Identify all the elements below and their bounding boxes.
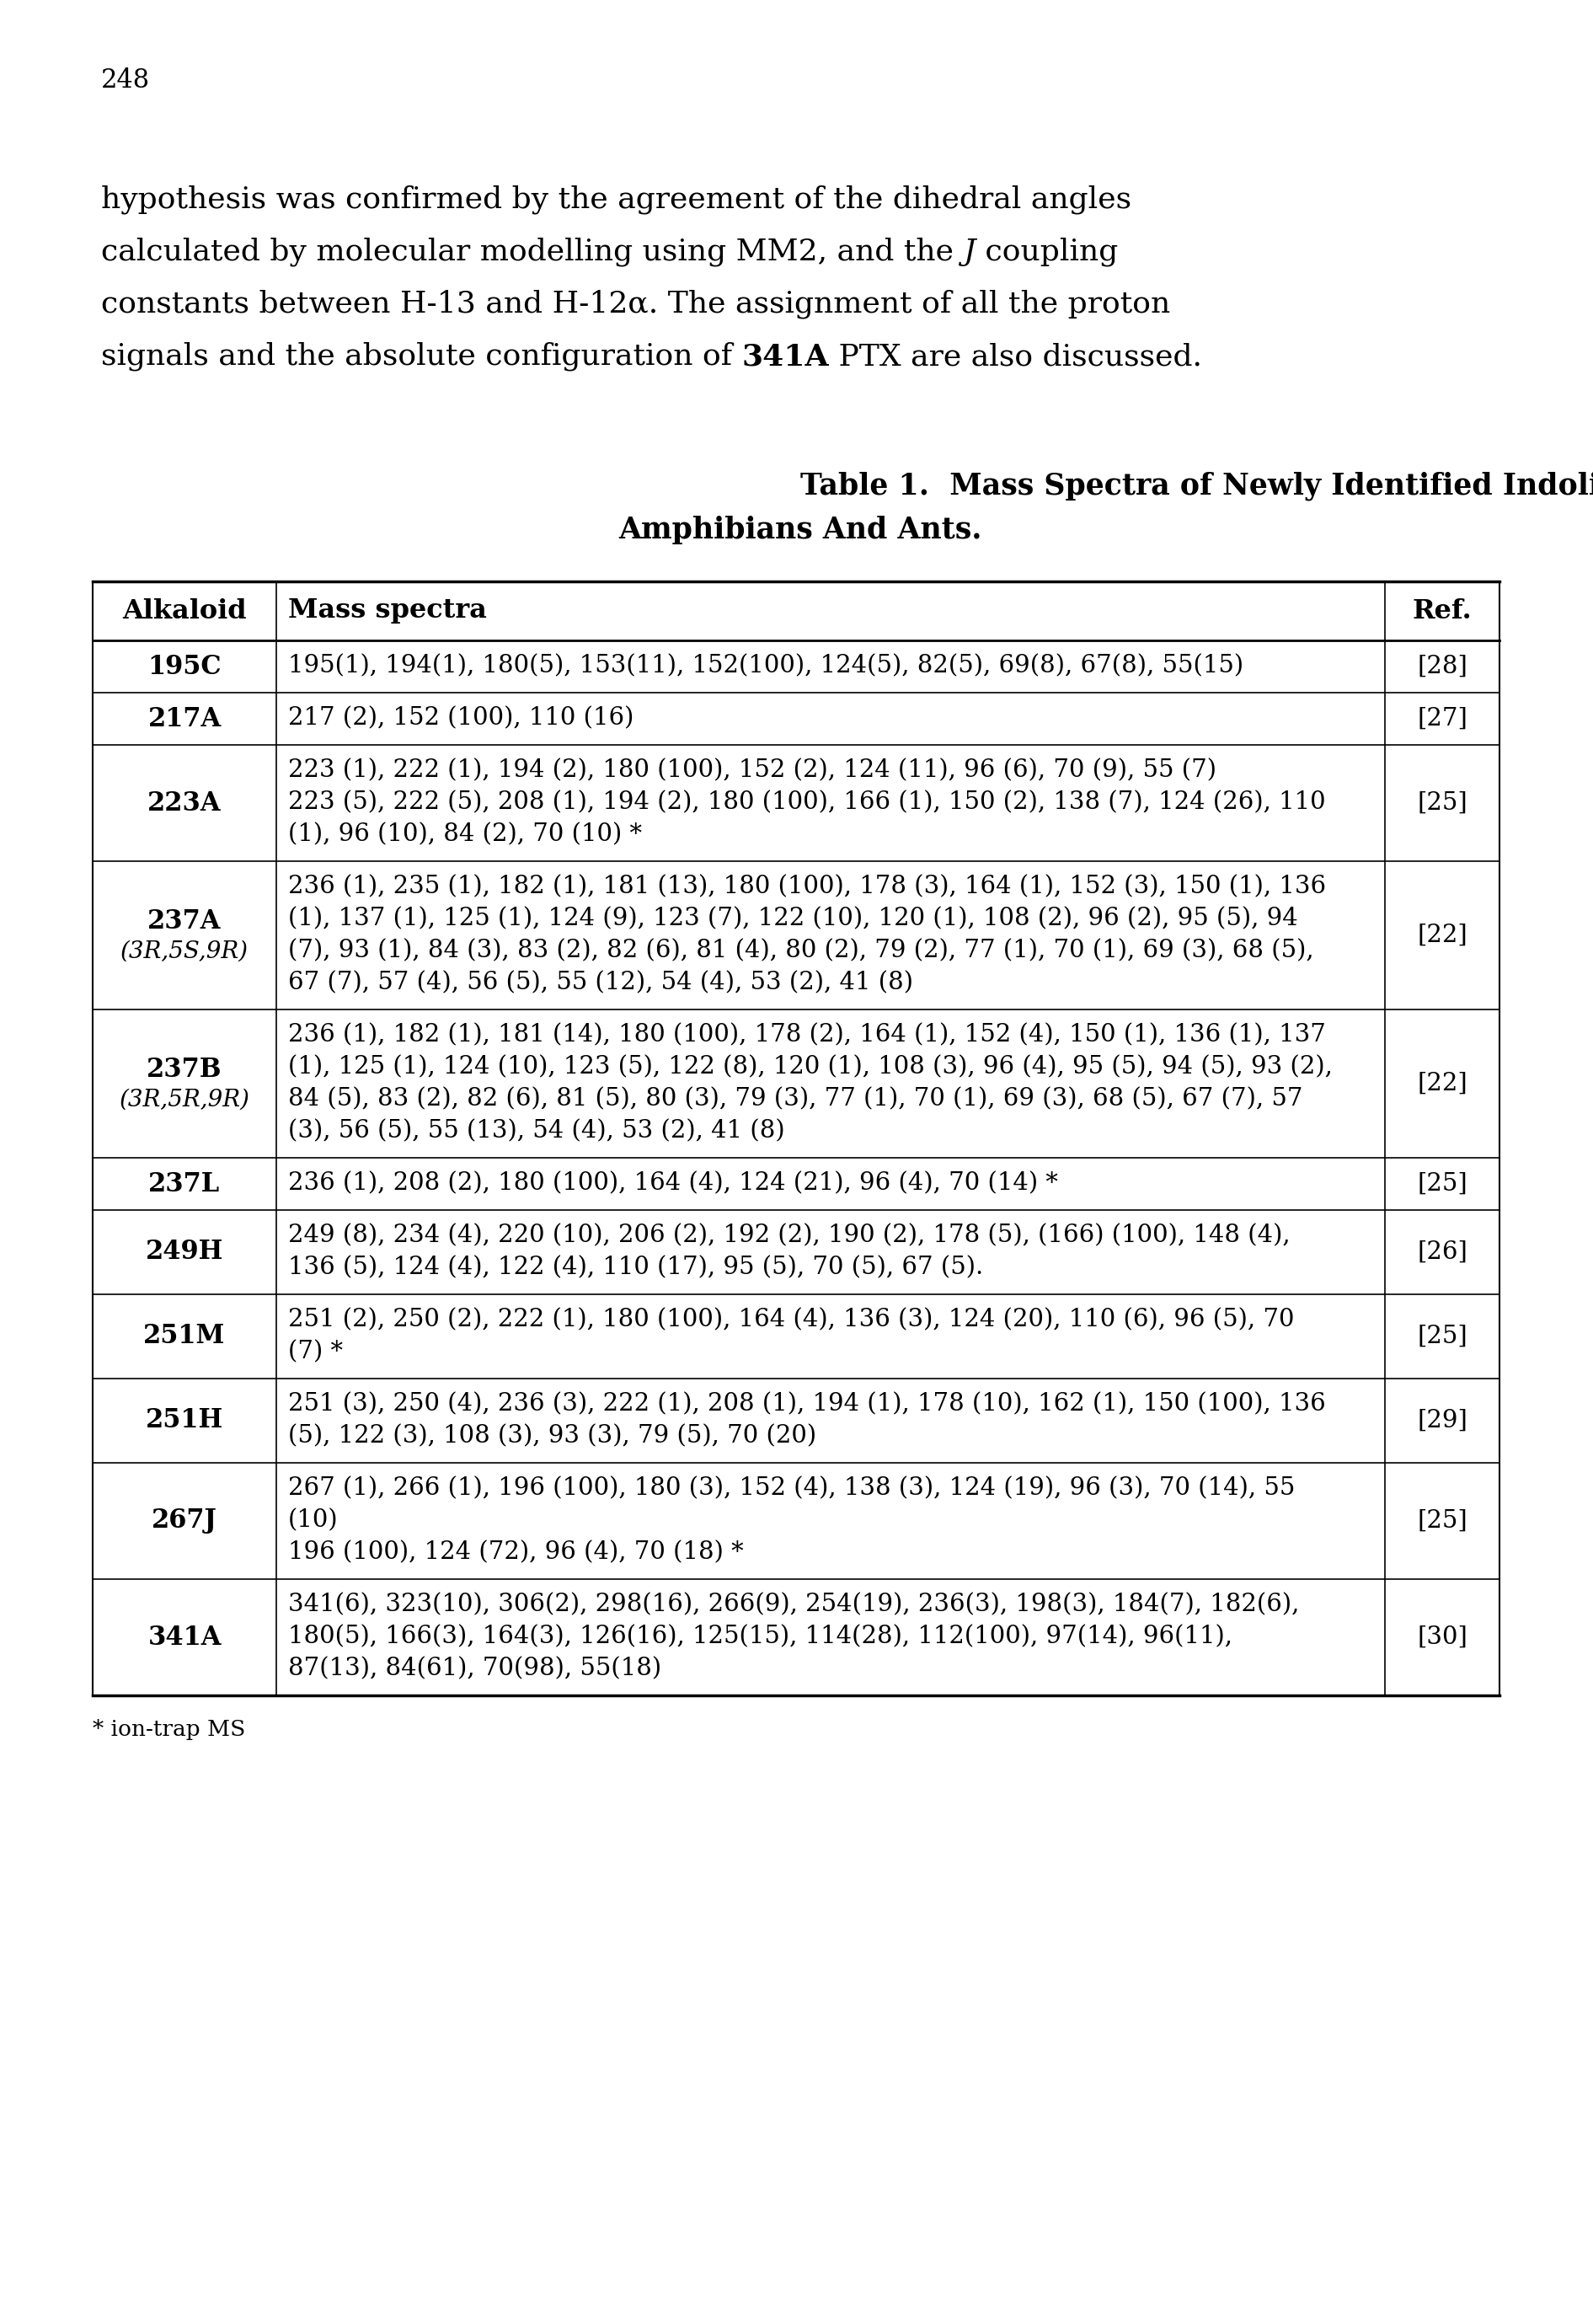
Text: 236 (1), 208 (2), 180 (100), 164 (4), 124 (21), 96 (4), 70 (14) *: 236 (1), 208 (2), 180 (100), 164 (4), 12… [288, 1171, 1058, 1195]
Text: [30]: [30] [1418, 1624, 1467, 1650]
Text: 249H: 249H [145, 1239, 223, 1264]
Text: (5), 122 (3), 108 (3), 93 (3), 79 (5), 70 (20): (5), 122 (3), 108 (3), 93 (3), 79 (5), 7… [288, 1425, 816, 1448]
Text: Table 1.  Mass Spectra of Newly Identified Indolizidine and Quinolizidine Alkalo: Table 1. Mass Spectra of Newly Identifie… [800, 472, 1593, 502]
Text: 87(13), 84(61), 70(98), 55(18): 87(13), 84(61), 70(98), 55(18) [288, 1657, 661, 1680]
Text: Amphibians And Ants.: Amphibians And Ants. [618, 516, 981, 544]
Text: J: J [964, 237, 975, 267]
Text: 237L: 237L [148, 1171, 220, 1197]
Text: 136 (5), 124 (4), 122 (4), 110 (17), 95 (5), 70 (5), 67 (5).: 136 (5), 124 (4), 122 (4), 110 (17), 95 … [288, 1255, 983, 1278]
Text: hypothesis was confirmed by the agreement of the dihedral angles: hypothesis was confirmed by the agreemen… [100, 186, 1131, 214]
Text: 251M: 251M [143, 1322, 226, 1350]
Text: calculated by molecular modelling using MM2, and the: calculated by molecular modelling using … [100, 237, 964, 267]
Text: 236 (1), 182 (1), 181 (14), 180 (100), 178 (2), 164 (1), 152 (4), 150 (1), 136 (: 236 (1), 182 (1), 181 (14), 180 (100), 1… [288, 1023, 1325, 1046]
Text: [25]: [25] [1418, 1325, 1467, 1348]
Text: Ref.: Ref. [1413, 597, 1472, 623]
Text: constants between H-13 and H-12α. The assignment of all the proton: constants between H-13 and H-12α. The as… [100, 290, 1171, 318]
Text: [25]: [25] [1418, 790, 1467, 816]
Text: Mass spectra: Mass spectra [288, 597, 487, 623]
Text: [27]: [27] [1418, 706, 1467, 730]
Text: 217 (2), 152 (100), 110 (16): 217 (2), 152 (100), 110 (16) [288, 706, 634, 730]
Text: 196 (100), 124 (72), 96 (4), 70 (18) *: 196 (100), 124 (72), 96 (4), 70 (18) * [288, 1541, 744, 1564]
Text: 248: 248 [100, 67, 150, 93]
Text: (3R,5S,9R): (3R,5S,9R) [121, 941, 249, 962]
Text: 251 (3), 250 (4), 236 (3), 222 (1), 208 (1), 194 (1), 178 (10), 162 (1), 150 (10: 251 (3), 250 (4), 236 (3), 222 (1), 208 … [288, 1392, 1325, 1415]
Text: (7) *: (7) * [288, 1341, 342, 1364]
Text: 267J: 267J [151, 1508, 217, 1534]
Text: (1), 137 (1), 125 (1), 124 (9), 123 (7), 122 (10), 120 (1), 108 (2), 96 (2), 95 : (1), 137 (1), 125 (1), 124 (9), 123 (7),… [288, 906, 1298, 930]
Text: 223A: 223A [148, 790, 221, 816]
Text: Alkaloid: Alkaloid [123, 597, 247, 623]
Text: 195(1), 194(1), 180(5), 153(11), 152(100), 124(5), 82(5), 69(8), 67(8), 55(15): 195(1), 194(1), 180(5), 153(11), 152(100… [288, 653, 1244, 679]
Text: [22]: [22] [1418, 1071, 1467, 1095]
Text: [22]: [22] [1418, 923, 1467, 948]
Text: 237B: 237B [147, 1057, 221, 1083]
Text: [26]: [26] [1418, 1241, 1467, 1264]
Text: 237A: 237A [148, 909, 221, 934]
Text: 67 (7), 57 (4), 56 (5), 55 (12), 54 (4), 53 (2), 41 (8): 67 (7), 57 (4), 56 (5), 55 (12), 54 (4),… [288, 971, 913, 995]
Text: 251H: 251H [145, 1408, 223, 1434]
Text: (1), 96 (10), 84 (2), 70 (10) *: (1), 96 (10), 84 (2), 70 (10) * [288, 823, 642, 846]
Text: 223 (5), 222 (5), 208 (1), 194 (2), 180 (100), 166 (1), 150 (2), 138 (7), 124 (2: 223 (5), 222 (5), 208 (1), 194 (2), 180 … [288, 790, 1325, 813]
Text: (10): (10) [288, 1508, 338, 1532]
Text: 341A: 341A [742, 342, 828, 372]
Text: 267 (1), 266 (1), 196 (100), 180 (3), 152 (4), 138 (3), 124 (19), 96 (3), 70 (14: 267 (1), 266 (1), 196 (100), 180 (3), 15… [288, 1476, 1295, 1499]
Text: [25]: [25] [1418, 1171, 1467, 1197]
Text: (1), 125 (1), 124 (10), 123 (5), 122 (8), 120 (1), 108 (3), 96 (4), 95 (5), 94 (: (1), 125 (1), 124 (10), 123 (5), 122 (8)… [288, 1055, 1333, 1078]
Text: [29]: [29] [1418, 1408, 1467, 1432]
Text: 251 (2), 250 (2), 222 (1), 180 (100), 164 (4), 136 (3), 124 (20), 110 (6), 96 (5: 251 (2), 250 (2), 222 (1), 180 (100), 16… [288, 1308, 1295, 1332]
Text: [25]: [25] [1418, 1508, 1467, 1534]
Text: (3R,5R,9R): (3R,5R,9R) [119, 1088, 250, 1111]
Text: 195C: 195C [148, 653, 221, 679]
Text: 223 (1), 222 (1), 194 (2), 180 (100), 152 (2), 124 (11), 96 (6), 70 (9), 55 (7): 223 (1), 222 (1), 194 (2), 180 (100), 15… [288, 758, 1217, 781]
Text: (3), 56 (5), 55 (13), 54 (4), 53 (2), 41 (8): (3), 56 (5), 55 (13), 54 (4), 53 (2), 41… [288, 1120, 785, 1143]
Text: [28]: [28] [1418, 655, 1467, 679]
Text: 249 (8), 234 (4), 220 (10), 206 (2), 192 (2), 190 (2), 178 (5), (166) (100), 148: 249 (8), 234 (4), 220 (10), 206 (2), 192… [288, 1222, 1290, 1248]
Text: 341(6), 323(10), 306(2), 298(16), 266(9), 254(19), 236(3), 198(3), 184(7), 182(6: 341(6), 323(10), 306(2), 298(16), 266(9)… [288, 1592, 1300, 1615]
Text: (7), 93 (1), 84 (3), 83 (2), 82 (6), 81 (4), 80 (2), 79 (2), 77 (1), 70 (1), 69 : (7), 93 (1), 84 (3), 83 (2), 82 (6), 81 … [288, 939, 1314, 962]
Text: coupling: coupling [975, 237, 1118, 267]
Text: PTX are also discussed.: PTX are also discussed. [828, 342, 1203, 372]
Text: signals and the absolute configuration of: signals and the absolute configuration o… [100, 342, 742, 372]
Text: 236 (1), 235 (1), 182 (1), 181 (13), 180 (100), 178 (3), 164 (1), 152 (3), 150 (: 236 (1), 235 (1), 182 (1), 181 (13), 180… [288, 874, 1325, 899]
Text: 84 (5), 83 (2), 82 (6), 81 (5), 80 (3), 79 (3), 77 (1), 70 (1), 69 (3), 68 (5), : 84 (5), 83 (2), 82 (6), 81 (5), 80 (3), … [288, 1088, 1303, 1111]
Text: 180(5), 166(3), 164(3), 126(16), 125(15), 114(28), 112(100), 97(14), 96(11),: 180(5), 166(3), 164(3), 126(16), 125(15)… [288, 1624, 1233, 1648]
Text: * ion-trap MS: * ion-trap MS [92, 1720, 245, 1741]
Text: 217A: 217A [148, 706, 221, 732]
Text: 341A: 341A [148, 1624, 221, 1650]
